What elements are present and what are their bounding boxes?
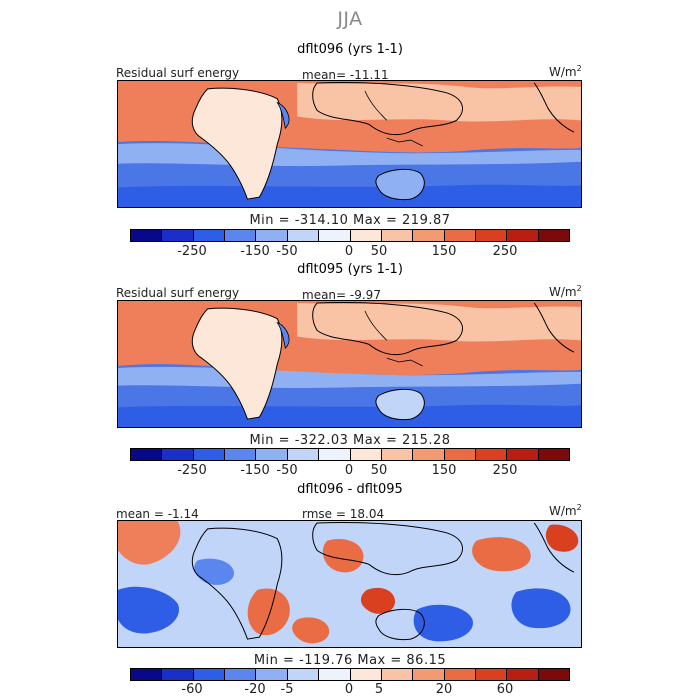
colorbar-swatch [413, 449, 445, 460]
colorbar-swatch [225, 669, 257, 680]
colorbar-swatch [381, 449, 414, 460]
panel2-minmax: Min = -322.03 Max = 215.28 [249, 433, 451, 448]
colorbar-swatch [256, 669, 288, 680]
panel2-tick: -150 [240, 463, 270, 478]
colorbar-swatch [256, 230, 288, 241]
panel1-units: W/m2 [549, 64, 582, 79]
panel3-tick: 20 [435, 682, 453, 697]
panel3-tick: -5 [280, 682, 294, 697]
panel2-tick: 50 [370, 463, 388, 478]
colorbar-swatch [413, 230, 445, 241]
panel1-tick: -250 [177, 244, 207, 259]
colorbar-swatch [193, 449, 226, 460]
panel1-tick: 150 [431, 244, 457, 259]
colorbar-swatch [225, 449, 257, 460]
colorbar-swatch [475, 449, 508, 460]
panel1-left-label: Residual surf energy [116, 66, 240, 80]
panel1-tick: 0 [344, 244, 354, 259]
panel2-tick: -50 [276, 463, 298, 478]
colorbar-swatch [350, 449, 382, 460]
colorbar-swatch [225, 230, 257, 241]
colorbar-swatch [413, 669, 445, 680]
colorbar-swatch [131, 449, 163, 460]
colorbar-swatch [475, 230, 508, 241]
colorbar-swatch [319, 669, 351, 680]
panel2-tick: 0 [344, 463, 354, 478]
colorbar-swatch [538, 669, 570, 680]
colorbar-swatch [193, 669, 226, 680]
colorbar-swatch [193, 230, 226, 241]
colorbar-swatch [381, 230, 414, 241]
colorbar-swatch [507, 449, 539, 460]
colorbar-swatch [287, 669, 320, 680]
panel3-units: W/m2 [549, 503, 582, 518]
colorbar-swatch [350, 669, 382, 680]
panel1-tick: 250 [492, 244, 518, 259]
colorbar-swatch [131, 230, 163, 241]
colorbar-swatch [319, 449, 351, 460]
colorbar-swatch [507, 230, 539, 241]
panel2-tick: 250 [492, 463, 518, 478]
panel2-map [117, 300, 582, 428]
colorbar-swatch [131, 669, 163, 680]
colorbar-swatch [444, 669, 476, 680]
panel1-map [117, 80, 582, 208]
panel3-left-label: mean = -1.14 [116, 507, 199, 521]
colorbar-swatch [162, 449, 194, 460]
panel1-stat-label: mean= -11.11 [302, 68, 389, 82]
colorbar-swatch [538, 230, 570, 241]
panel2-left-label: Residual surf energy [116, 286, 240, 300]
panel2-title: dflt095 (yrs 1-1) [297, 262, 403, 277]
colorbar-swatch [256, 449, 288, 460]
colorbar-swatch [381, 669, 414, 680]
panel3-title: dflt096 - dflt095 [297, 482, 403, 497]
colorbar-swatch [507, 669, 539, 680]
colorbar-swatch [475, 669, 508, 680]
panel3-stat-label: rmse = 18.04 [302, 507, 385, 521]
colorbar-swatch [444, 449, 476, 460]
colorbar-swatch [319, 230, 351, 241]
colorbar-swatch [444, 230, 476, 241]
panel3-tick: 5 [374, 682, 384, 697]
colorbar-swatch [287, 230, 320, 241]
panel1-tick: -50 [276, 244, 298, 259]
panel1-minmax: Min = -314.10 Max = 219.87 [249, 213, 451, 228]
panel2-stat-label: mean= -9.97 [302, 288, 381, 302]
colorbar-swatch [350, 230, 382, 241]
panel2-tick: -250 [177, 463, 207, 478]
panel1-tick: 50 [370, 244, 388, 259]
panel1-colorbar [130, 229, 570, 242]
panel3-map [117, 520, 582, 648]
panel2-colorbar [130, 448, 570, 461]
panel3-colorbar [130, 668, 570, 681]
panel2-tick: 150 [431, 463, 457, 478]
panel1-title: dflt096 (yrs 1-1) [297, 42, 403, 57]
panel3-minmax: Min = -119.76 Max = 86.15 [253, 653, 447, 668]
panel2-units: W/m2 [549, 284, 582, 299]
panel3-tick: -20 [244, 682, 266, 697]
colorbar-swatch [287, 449, 320, 460]
panel3-tick: 60 [496, 682, 514, 697]
colorbar-swatch [162, 230, 194, 241]
colorbar-swatch [162, 669, 194, 680]
panel3-tick: -60 [181, 682, 203, 697]
panel1-tick: -150 [240, 244, 270, 259]
panel3-tick: 0 [344, 682, 354, 697]
colorbar-swatch [538, 449, 570, 460]
season-title: JJA [337, 8, 363, 30]
